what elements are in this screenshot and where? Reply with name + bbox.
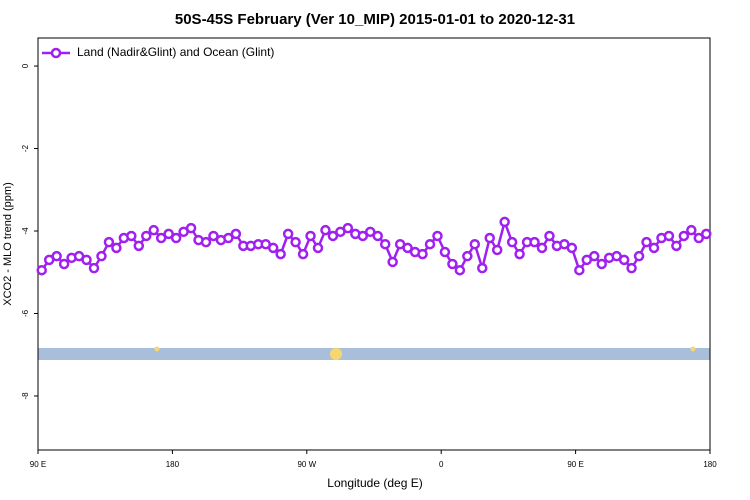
point bbox=[200, 236, 212, 248]
point bbox=[439, 246, 451, 258]
x-tick-label: 180 bbox=[166, 460, 180, 469]
point bbox=[185, 222, 197, 234]
point bbox=[36, 264, 47, 276]
point bbox=[701, 228, 712, 240]
x-tick-label: 90 E bbox=[567, 460, 583, 469]
point bbox=[290, 236, 301, 248]
point bbox=[514, 248, 525, 260]
point bbox=[51, 250, 62, 262]
legend: Land (Nadir&Glint) and Ocean (Glint) bbox=[42, 45, 274, 59]
point bbox=[626, 262, 637, 274]
x-tick-label: 0 bbox=[439, 460, 444, 469]
point bbox=[454, 264, 466, 276]
point bbox=[133, 240, 145, 252]
point bbox=[633, 250, 645, 262]
point bbox=[372, 230, 383, 242]
point bbox=[671, 240, 682, 252]
point bbox=[223, 232, 234, 244]
point bbox=[365, 226, 376, 238]
point bbox=[208, 230, 219, 242]
point bbox=[148, 224, 159, 236]
point bbox=[618, 254, 630, 266]
point bbox=[312, 242, 324, 254]
point bbox=[462, 250, 473, 262]
point bbox=[574, 264, 585, 276]
surface-spot bbox=[690, 346, 696, 352]
point bbox=[88, 262, 100, 274]
point bbox=[648, 242, 660, 254]
point bbox=[536, 242, 548, 254]
x-tick-label: 90 E bbox=[30, 460, 46, 469]
point bbox=[544, 230, 555, 242]
point bbox=[499, 216, 510, 228]
point bbox=[529, 236, 540, 248]
point bbox=[282, 228, 294, 240]
point bbox=[267, 242, 279, 254]
chart-title: 50S-45S February (Ver 10_MIP) 2015-01-01… bbox=[175, 11, 575, 28]
point bbox=[320, 224, 331, 236]
point bbox=[103, 236, 115, 248]
y-tick-label: -4 bbox=[21, 227, 30, 235]
point bbox=[170, 232, 182, 244]
point bbox=[663, 230, 675, 242]
surface-band bbox=[38, 348, 710, 360]
x-tick-label: 90 W bbox=[297, 460, 316, 469]
point bbox=[275, 248, 286, 260]
point bbox=[111, 242, 122, 254]
point bbox=[155, 232, 167, 244]
point bbox=[230, 228, 242, 240]
point bbox=[506, 236, 518, 248]
point bbox=[484, 232, 495, 244]
point bbox=[477, 262, 488, 274]
plot-frame bbox=[37, 37, 711, 451]
point bbox=[96, 250, 107, 262]
point bbox=[163, 228, 174, 240]
x-axis-label: Longitude (deg E) bbox=[327, 476, 422, 490]
point bbox=[678, 230, 690, 242]
point bbox=[297, 248, 309, 260]
point bbox=[81, 254, 92, 266]
surface-spot bbox=[154, 346, 160, 352]
y-tick-label: -6 bbox=[21, 309, 30, 317]
point bbox=[693, 232, 705, 244]
legend-label: Land (Nadir&Glint) and Ocean (Glint) bbox=[77, 45, 274, 59]
point bbox=[58, 258, 70, 270]
point bbox=[305, 230, 316, 242]
y-tick-label: -2 bbox=[21, 144, 30, 152]
point bbox=[589, 250, 600, 262]
point bbox=[424, 238, 436, 250]
x-tick-label: 180 bbox=[703, 460, 717, 469]
legend-marker bbox=[50, 47, 62, 59]
point bbox=[641, 236, 652, 248]
point bbox=[432, 230, 443, 242]
y-axis-label: XCO2 - MLO trend (ppm) bbox=[2, 182, 14, 305]
point bbox=[357, 230, 369, 242]
point bbox=[686, 224, 697, 236]
surface-spot bbox=[330, 348, 342, 360]
point bbox=[402, 242, 413, 254]
point bbox=[491, 244, 503, 256]
point bbox=[141, 230, 152, 242]
point bbox=[566, 242, 578, 254]
point bbox=[596, 258, 607, 270]
point bbox=[387, 256, 398, 268]
point bbox=[126, 230, 137, 242]
point bbox=[447, 258, 458, 270]
point bbox=[417, 248, 428, 260]
y-tick-label: -8 bbox=[21, 392, 30, 400]
point bbox=[379, 238, 391, 250]
point bbox=[327, 230, 339, 242]
point bbox=[342, 222, 354, 234]
y-tick-label: 0 bbox=[21, 63, 30, 68]
point bbox=[469, 238, 481, 250]
